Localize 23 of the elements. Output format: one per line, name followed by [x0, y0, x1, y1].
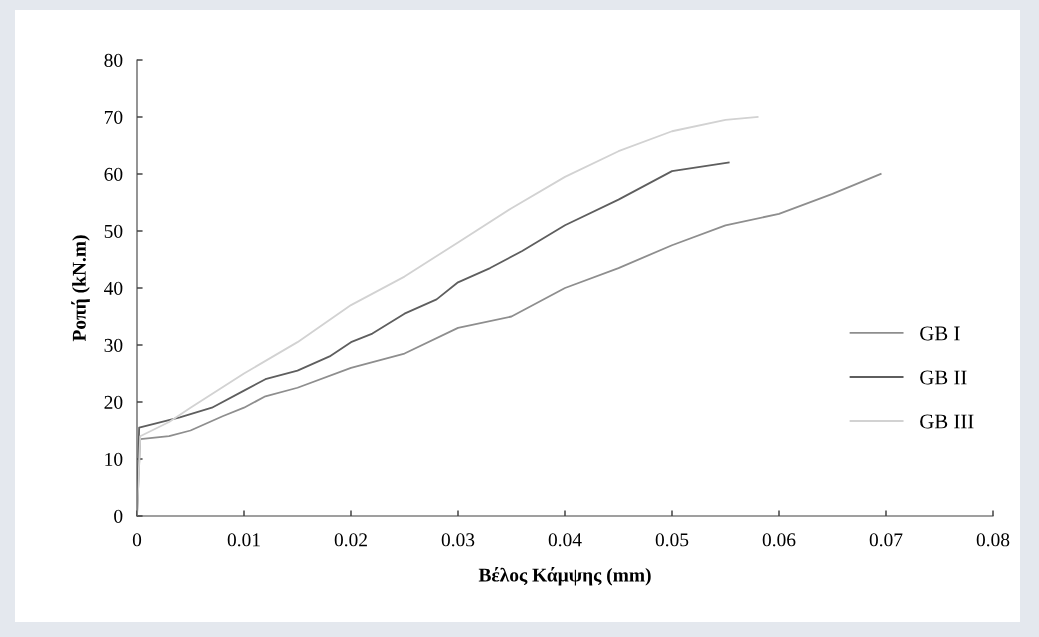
y-tick-label: 60	[104, 167, 123, 181]
y-tick-label: 80	[104, 53, 123, 67]
y-tick-label: 30	[104, 338, 123, 352]
x-tick-label: 0.05	[655, 533, 689, 547]
y-tick-label: 10	[105, 452, 123, 466]
x-axis-title: Βέλος Κάμψης (mm)	[478, 566, 651, 586]
x-tick-label: 0.02	[334, 533, 367, 547]
legend-label: GB I	[920, 326, 960, 341]
x-tick-label: 0.07	[869, 533, 903, 547]
y-tick-label: 0	[114, 509, 123, 523]
y-axis-title: Ροπή (kN.m)	[71, 235, 90, 342]
y-tick-label: 70	[104, 110, 123, 124]
y-tick-label: 20	[104, 395, 123, 409]
y-tick-label: 40	[104, 281, 123, 295]
x-tick-label: 0.03	[441, 533, 475, 547]
x-tick-label: 0.08	[976, 533, 1010, 547]
x-tick-label: 0.04	[548, 533, 582, 547]
y-tick-label: 50	[104, 224, 123, 238]
x-tick-label: 0	[132, 533, 142, 547]
legend-label: GB II	[920, 370, 967, 385]
x-tick-label: 0.01	[227, 533, 260, 547]
x-tick-label: 0.06	[762, 533, 796, 547]
legend-label: GB III	[920, 414, 974, 429]
